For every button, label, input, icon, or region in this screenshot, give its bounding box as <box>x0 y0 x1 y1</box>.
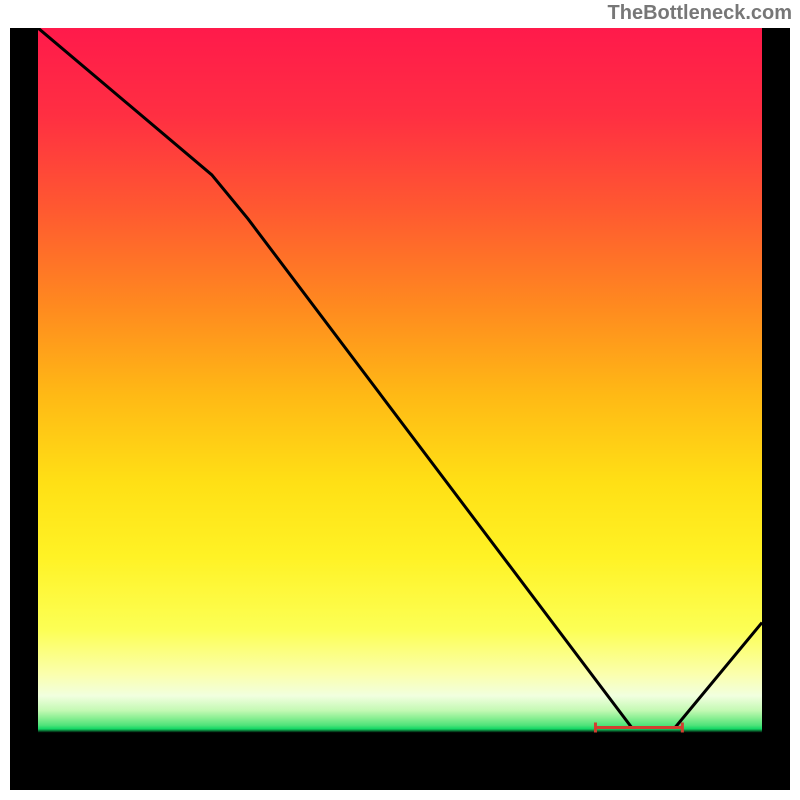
chart-plot-area <box>38 28 762 762</box>
chart-background-gradient <box>38 28 762 762</box>
attribution-text: TheBottleneck.com <box>608 2 792 25</box>
chart-frame <box>10 28 790 790</box>
chart-svg <box>38 28 762 762</box>
